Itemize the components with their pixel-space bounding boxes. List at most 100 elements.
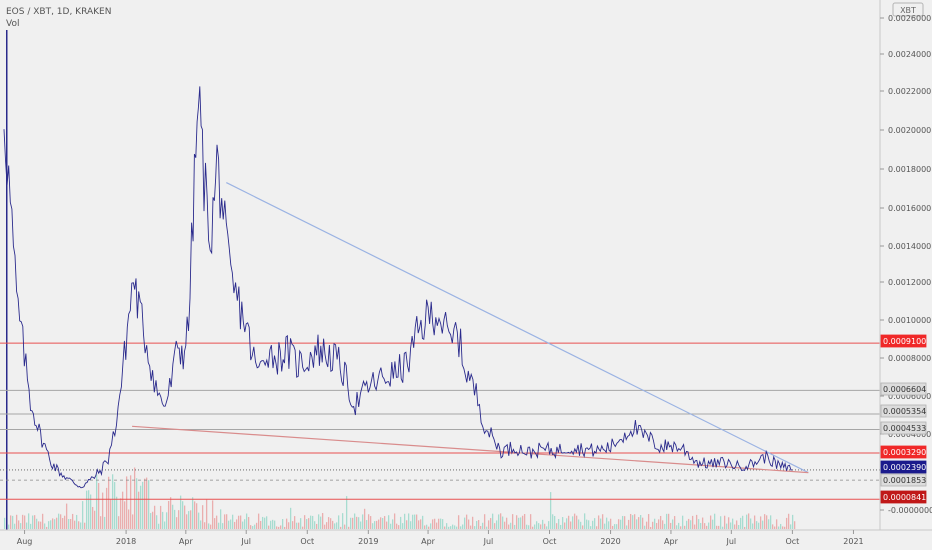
volume-bar [17,520,20,529]
volume-bar [57,513,60,529]
volume-bar [629,513,632,529]
y-axis-tick-label: 0.0016000 [888,204,931,213]
volume-bar [51,518,54,529]
volume-bar [199,520,202,529]
x-axis-tick-label: 2019 [358,537,378,546]
price-axis[interactable] [881,0,932,530]
volume-bar [601,514,604,529]
volume-bar [467,519,470,529]
price-label-box[interactable] [880,334,927,348]
volume-bar [363,508,366,529]
volume-bar [429,523,432,529]
volume-bar [163,521,166,529]
volume-bar [509,522,512,529]
volume-bar [9,515,12,529]
price-label-box[interactable] [880,473,927,487]
volume-bar [673,516,676,529]
volume-bar [489,518,492,529]
volume-spike [6,30,8,530]
volume-bar [315,523,318,529]
volume-bar [485,526,488,529]
volume-bar [703,523,706,529]
volume-bar [411,514,414,529]
volume-bar [305,519,308,529]
volume-bar [503,521,506,529]
price-line[interactable] [3,86,793,489]
volume-bar [729,522,732,529]
volume-bar [237,515,240,529]
volume-bar [15,514,18,529]
volume-bar [243,519,246,529]
volume-bar [645,521,648,529]
volume-bar [687,518,690,529]
volume-bar [141,481,144,529]
volume-bar [743,526,746,529]
x-axis-tick-label: Oct [543,537,557,546]
volume-bar [535,521,538,529]
volume-bar [333,523,336,529]
volume-bar [355,516,358,529]
support-trendline[interactable] [132,425,809,474]
volume-bar [241,521,244,529]
volume-bar [49,520,52,529]
price-label-box[interactable] [880,445,927,459]
price-label-box[interactable] [880,490,927,504]
price-label-text: 0.0005354 [883,407,926,416]
volume-bar [401,523,404,529]
volume-bar [281,518,284,529]
volume-bar [697,519,700,529]
volume-bar [127,509,130,529]
volume-bar [207,523,210,529]
x-axis-tick-label: Oct [300,537,314,546]
plot-area[interactable] [0,0,880,530]
x-axis-tick-label: 2020 [600,537,620,546]
volume-bar [573,513,576,529]
volume-bar [761,520,764,529]
volume-bar [661,520,664,529]
volume-bar [543,523,546,529]
volume-bar [507,524,510,529]
volume-bar [739,517,742,529]
volume-bar [537,523,540,529]
price-label-box[interactable] [880,460,927,474]
volume-bar [421,515,424,529]
volume-bar [251,526,254,529]
volume-bar [353,513,356,529]
volume-bar [571,516,574,529]
volume-bar [145,477,148,529]
volume-bar [33,515,36,529]
price-label-box[interactable] [880,421,927,435]
y-axis-tick-label: 0.0020000 [888,126,931,135]
volume-bar [625,525,628,529]
volume-bar [623,516,626,529]
volume-bar [297,522,300,529]
price-label-box[interactable] [880,382,927,396]
volume-bar [727,517,730,529]
volume-bar [435,522,438,529]
volume-bar [495,520,498,529]
volume-bar [185,514,188,529]
volume-bar [273,520,276,529]
volume-bar [195,503,198,529]
volume-bar [35,518,38,529]
descending-trendline[interactable] [226,182,809,474]
volume-bar [197,512,200,529]
volume-bar [365,520,368,529]
volume-bar [453,525,456,529]
volume-bar [557,519,560,529]
volume-bar [125,476,128,529]
volume-bar [671,519,674,529]
volume-bar [205,499,208,529]
volume-bar [533,524,536,529]
volume-bar [633,514,636,529]
volume-bar [471,516,474,529]
volume-bar [19,523,22,529]
currency-badge[interactable] [892,2,924,17]
volume-bar [83,522,86,529]
volume-bar [183,505,186,529]
volume-bar [139,485,142,529]
price-label-box[interactable] [880,404,927,418]
volume-bar [275,526,278,529]
volume-bar [149,513,152,529]
